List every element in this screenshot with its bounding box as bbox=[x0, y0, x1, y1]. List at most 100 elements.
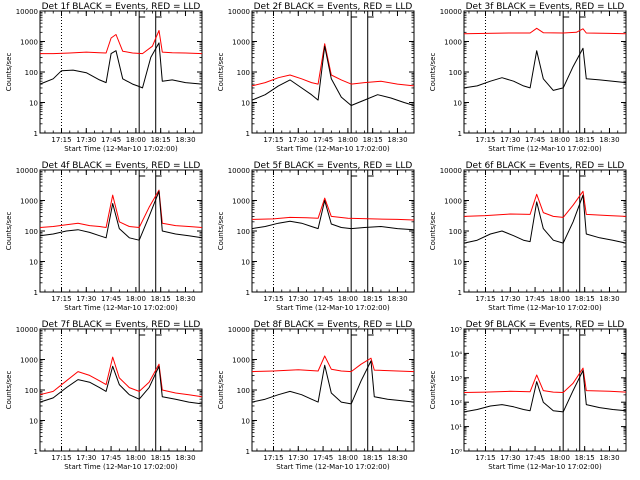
y-tick-label: 10⁵ bbox=[450, 326, 462, 334]
panel-title: Det 8f BLACK = Events, RED = LLD bbox=[254, 320, 413, 330]
x-tick-label: 17:45 bbox=[101, 295, 121, 303]
series-line-red bbox=[40, 30, 203, 55]
y-tick-label: 100 bbox=[237, 387, 250, 395]
x-tick-label: 17:30 bbox=[288, 454, 308, 462]
panel-title: Det 6f BLACK = Events, RED = LLD bbox=[466, 161, 625, 171]
y-axis-label: Counts/sec bbox=[217, 53, 225, 92]
x-tick-label: 17:15 bbox=[263, 295, 283, 303]
x-tick-label: 18:30 bbox=[387, 454, 407, 462]
y-tick-label: 10000 bbox=[228, 326, 250, 334]
x-tick-label: 18:30 bbox=[175, 295, 195, 303]
panel-2: Det 2f BLACK = Events, RED = LLD Counts/s… bbox=[217, 2, 415, 153]
x-tick-label: 18:00 bbox=[338, 295, 358, 303]
y-tick-label: 10000 bbox=[16, 167, 38, 175]
x-tick-label: 18:30 bbox=[599, 295, 619, 303]
y-tick-label: 10³ bbox=[450, 375, 462, 383]
x-tick-label: 18:00 bbox=[338, 454, 358, 462]
x-tick-label: 18:15 bbox=[575, 295, 595, 303]
panel-1: Det 1f BLACK = Events, RED = LLD Counts/s… bbox=[5, 2, 203, 153]
panel-5: Det 5f BLACK = Events, RED = LLD Counts/s… bbox=[217, 161, 415, 312]
x-tick-label: 17:15 bbox=[263, 136, 283, 144]
y-tick-label: 1 bbox=[34, 289, 38, 297]
panel-title: Det 3f BLACK = Events, RED = LLD bbox=[466, 2, 625, 12]
series-line-red bbox=[463, 367, 627, 393]
x-tick-label: 18:00 bbox=[126, 454, 146, 462]
y-tick-label: 1000 bbox=[444, 39, 462, 47]
x-tick-label: 18:00 bbox=[126, 295, 146, 303]
x-tick-label: 17:15 bbox=[475, 295, 495, 303]
y-tick-label: 10² bbox=[450, 399, 462, 407]
x-axis-label: Start Time (12-Mar-10 17:02:00) bbox=[276, 463, 390, 471]
panel-title: Det 5f BLACK = Events, RED = LLD bbox=[254, 161, 413, 171]
x-tick-label: 17:30 bbox=[76, 136, 96, 144]
y-tick-label: 1 bbox=[34, 448, 38, 456]
series-line-black bbox=[39, 365, 203, 405]
y-tick-label: 10 bbox=[29, 100, 38, 108]
x-tick-label: 17:15 bbox=[475, 454, 495, 462]
x-tick-label: 17:30 bbox=[500, 136, 520, 144]
x-tick-label: 17:45 bbox=[525, 295, 545, 303]
y-tick-label: 1000 bbox=[20, 357, 38, 365]
x-tick-label: 18:00 bbox=[550, 136, 570, 144]
y-tick-label: 10 bbox=[453, 259, 462, 267]
x-axis-label: Start Time (12-Mar-10 17:02:00) bbox=[64, 463, 178, 471]
series-line-red bbox=[251, 355, 415, 373]
x-tick-label: 17:15 bbox=[475, 136, 495, 144]
x-tick-label: 18:15 bbox=[363, 295, 383, 303]
panel-9: Det 9f BLACK = Events, RED = LLD Counts/s… bbox=[429, 320, 627, 471]
x-tick-label: 18:15 bbox=[575, 136, 595, 144]
y-tick-label: 100 bbox=[237, 69, 250, 77]
panel-8: Det 8f BLACK = Events, RED = LLD Counts/s… bbox=[217, 320, 415, 471]
y-tick-label: 10000 bbox=[16, 326, 38, 334]
series-line-black bbox=[463, 194, 627, 244]
x-tick-label: 18:00 bbox=[550, 454, 570, 462]
panel-4: Det 4f BLACK = Events, RED = LLD Counts/s… bbox=[5, 161, 203, 312]
x-axis-label: Start Time (12-Mar-10 17:02:00) bbox=[488, 304, 602, 312]
panel-title: Det 1f BLACK = Events, RED = LLD bbox=[42, 2, 201, 12]
x-tick-label: 18:30 bbox=[387, 295, 407, 303]
x-tick-label: 18:30 bbox=[599, 136, 619, 144]
y-tick-label: 100 bbox=[25, 387, 38, 395]
x-axis-label: Start Time (12-Mar-10 17:02:00) bbox=[488, 145, 602, 153]
y-tick-label: 10000 bbox=[440, 167, 462, 175]
y-tick-label: 1 bbox=[458, 289, 462, 297]
y-tick-label: 1 bbox=[246, 289, 250, 297]
y-tick-label: 10 bbox=[453, 100, 462, 108]
y-tick-label: 10000 bbox=[440, 8, 462, 16]
y-tick-label: 100 bbox=[449, 228, 462, 236]
y-tick-label: 10 bbox=[29, 418, 38, 426]
y-tick-label: 1000 bbox=[232, 198, 250, 206]
y-tick-label: 100 bbox=[25, 69, 38, 77]
y-tick-label: 1000 bbox=[232, 357, 250, 365]
x-tick-label: 17:30 bbox=[76, 454, 96, 462]
series-line-red bbox=[251, 43, 415, 87]
x-tick-label: 18:15 bbox=[363, 136, 383, 144]
y-axis-label: Counts/sec bbox=[429, 53, 437, 92]
x-tick-label: 17:45 bbox=[525, 136, 545, 144]
x-tick-label: 17:15 bbox=[51, 295, 71, 303]
x-tick-label: 17:30 bbox=[500, 454, 520, 462]
panel-title: Det 9f BLACK = Events, RED = LLD bbox=[466, 320, 625, 330]
y-tick-label: 100 bbox=[449, 69, 462, 77]
x-tick-label: 18:00 bbox=[126, 136, 146, 144]
plot-frame bbox=[463, 328, 627, 452]
x-tick-label: 17:30 bbox=[288, 295, 308, 303]
x-tick-label: 17:30 bbox=[500, 295, 520, 303]
y-tick-label: 10000 bbox=[228, 167, 250, 175]
y-tick-label: 1 bbox=[246, 448, 250, 456]
series-line-red bbox=[463, 190, 627, 218]
x-tick-label: 17:45 bbox=[313, 136, 333, 144]
x-tick-label: 17:45 bbox=[101, 454, 121, 462]
x-tick-label: 18:30 bbox=[175, 454, 195, 462]
y-axis-label: Counts/sec bbox=[5, 212, 13, 251]
x-tick-label: 18:15 bbox=[363, 454, 383, 462]
y-tick-label: 10 bbox=[241, 418, 250, 426]
panel-3: Det 3f BLACK = Events, RED = LLD Counts/s… bbox=[429, 2, 627, 153]
y-tick-label: 1 bbox=[458, 130, 462, 138]
x-tick-label: 17:45 bbox=[101, 136, 121, 144]
y-tick-label: 10 bbox=[29, 259, 38, 267]
series-line-black bbox=[251, 200, 415, 231]
x-axis-label: Start Time (12-Mar-10 17:02:00) bbox=[488, 463, 602, 471]
y-tick-label: 1000 bbox=[20, 39, 38, 47]
